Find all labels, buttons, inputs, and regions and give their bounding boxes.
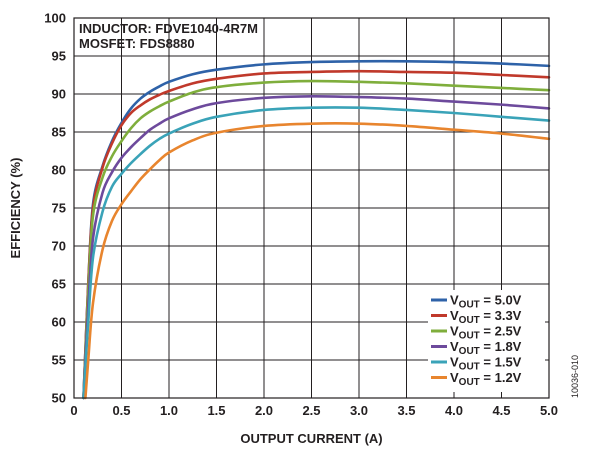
legend-label-2: VOUT = 2.5V — [450, 324, 522, 342]
figure-id: 10036-010 — [570, 355, 580, 398]
legend-label-5: VOUT = 1.2V — [450, 370, 522, 388]
x-tick-label: 1.5 — [207, 403, 225, 418]
plot-frame — [73, 17, 550, 399]
y-axis-title: EFFICIENCY (%) — [8, 158, 23, 259]
x-tick-label: 4.5 — [492, 403, 510, 418]
legend-label-1: VOUT = 3.3V — [450, 308, 522, 326]
y-tick-label: 50 — [52, 391, 66, 406]
y-tick-label: 100 — [44, 11, 66, 26]
y-tick-labels: 50 55 60 65 70 75 80 85 90 95 100 — [44, 11, 66, 406]
x-tick-label: 3.5 — [397, 403, 415, 418]
y-tick-label: 70 — [52, 239, 66, 254]
legend-label-4: VOUT = 1.5V — [450, 355, 522, 373]
legend-label-3: VOUT = 1.8V — [450, 339, 522, 357]
x-tick-label: 1.0 — [160, 403, 178, 418]
legend-box — [428, 290, 545, 392]
annotation-mosfet: MOSFET: FDS8880 — [79, 36, 195, 51]
y-tick-label: 90 — [52, 87, 66, 102]
x-tick-label: 0.5 — [112, 403, 130, 418]
x-tick-label: 3.0 — [350, 403, 368, 418]
y-tick-label: 85 — [52, 125, 66, 140]
y-tick-label: 75 — [52, 201, 66, 216]
series-line-2 — [82, 79, 551, 400]
x-axis-title: OUTPUT CURRENT (A) — [240, 431, 382, 446]
x-tick-label: 0 — [70, 403, 77, 418]
x-tick-labels: 0 0.5 1.0 1.5 2.0 2.5 3.0 3.5 4.0 4.5 5.0 — [70, 403, 558, 418]
y-tick-label: 80 — [52, 163, 66, 178]
y-tick-label: 65 — [52, 277, 66, 292]
y-tick-label: 60 — [52, 315, 66, 330]
series-lines — [82, 59, 551, 400]
series-line-4 — [82, 106, 551, 400]
series-line-5 — [84, 122, 551, 400]
x-tick-label: 2.0 — [255, 403, 273, 418]
series-line-3 — [82, 94, 551, 400]
annotation-inductor: INDUCTOR: FDVE1040-4R7M — [79, 21, 258, 36]
x-tick-label: 5.0 — [540, 403, 558, 418]
y-tick-label: 95 — [52, 49, 66, 64]
y-tick-label: 55 — [52, 353, 66, 368]
x-tick-label: 2.5 — [302, 403, 320, 418]
legend-label-0: VOUT = 5.0V — [450, 293, 522, 311]
x-tick-label: 4.0 — [445, 403, 463, 418]
series-line-1 — [82, 69, 551, 400]
